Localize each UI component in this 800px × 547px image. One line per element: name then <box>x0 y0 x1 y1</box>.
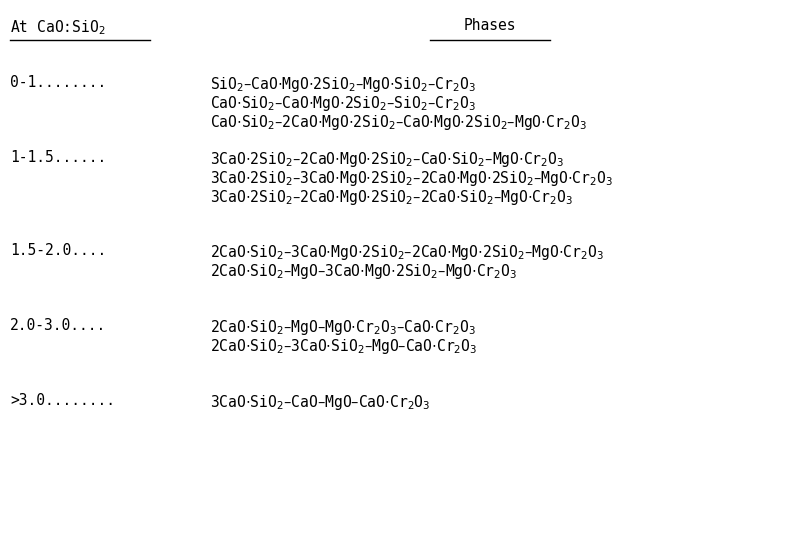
Text: 2CaO$\cdot$SiO$_2$–3CaO$\cdot$SiO$_2$–MgO–CaO$\cdot$Cr$_2$O$_3$: 2CaO$\cdot$SiO$_2$–3CaO$\cdot$SiO$_2$–Mg… <box>210 337 478 356</box>
Text: 3CaO$\cdot$2SiO$_2$–3CaO$\cdot$MgO$\cdot$2SiO$_2$–2CaO$\cdot$MgO$\cdot$2SiO$_2$–: 3CaO$\cdot$2SiO$_2$–3CaO$\cdot$MgO$\cdot… <box>210 169 613 188</box>
Text: 1.5-2.0....: 1.5-2.0.... <box>10 243 106 258</box>
Text: Phases: Phases <box>464 18 516 33</box>
Text: >3.0........: >3.0........ <box>10 393 115 408</box>
Text: 2CaO$\cdot$SiO$_2$–3CaO$\cdot$MgO$\cdot$2SiO$_2$–2CaO$\cdot$MgO$\cdot$2SiO$_2$–M: 2CaO$\cdot$SiO$_2$–3CaO$\cdot$MgO$\cdot$… <box>210 243 604 262</box>
Text: CaO$\cdot$SiO$_2$–CaO$\cdot$MgO$\cdot$2SiO$_2$–SiO$_2$–Cr$_2$O$_3$: CaO$\cdot$SiO$_2$–CaO$\cdot$MgO$\cdot$2S… <box>210 94 476 113</box>
Text: CaO$\cdot$SiO$_2$–2CaO$\cdot$MgO$\cdot$2SiO$_2$–CaO$\cdot$MgO$\cdot$2SiO$_2$–MgO: CaO$\cdot$SiO$_2$–2CaO$\cdot$MgO$\cdot$2… <box>210 113 586 132</box>
Text: At CaO:SiO$_2$: At CaO:SiO$_2$ <box>10 18 106 37</box>
Text: 0-1........: 0-1........ <box>10 75 106 90</box>
Text: 3CaO$\cdot$SiO$_2$–CaO–MgO–CaO$\cdot$Cr$_2$O$_3$: 3CaO$\cdot$SiO$_2$–CaO–MgO–CaO$\cdot$Cr$… <box>210 393 430 412</box>
Text: 3CaO$\cdot$2SiO$_2$–2CaO$\cdot$MgO$\cdot$2SiO$_2$–CaO$\cdot$SiO$_2$–MgO$\cdot$Cr: 3CaO$\cdot$2SiO$_2$–2CaO$\cdot$MgO$\cdot… <box>210 150 565 169</box>
Text: SiO$_2$–CaO$\cdot$MgO$\cdot$2SiO$_2$–MgO$\cdot$SiO$_2$–Cr$_2$O$_3$: SiO$_2$–CaO$\cdot$MgO$\cdot$2SiO$_2$–MgO… <box>210 75 476 94</box>
Text: 2CaO$\cdot$SiO$_2$–MgO–3CaO$\cdot$MgO$\cdot$2SiO$_2$–MgO$\cdot$Cr$_2$O$_3$: 2CaO$\cdot$SiO$_2$–MgO–3CaO$\cdot$MgO$\c… <box>210 262 518 281</box>
Text: 2CaO$\cdot$SiO$_2$–MgO–MgO$\cdot$Cr$_2$O$_3$–CaO$\cdot$Cr$_2$O$_3$: 2CaO$\cdot$SiO$_2$–MgO–MgO$\cdot$Cr$_2$O… <box>210 318 476 337</box>
Text: 1-1.5......: 1-1.5...... <box>10 150 106 165</box>
Text: 2.0-3.0....: 2.0-3.0.... <box>10 318 106 333</box>
Text: 3CaO$\cdot$2SiO$_2$–2CaO$\cdot$MgO$\cdot$2SiO$_2$–2CaO$\cdot$SiO$_2$–MgO$\cdot$C: 3CaO$\cdot$2SiO$_2$–2CaO$\cdot$MgO$\cdot… <box>210 188 574 207</box>
